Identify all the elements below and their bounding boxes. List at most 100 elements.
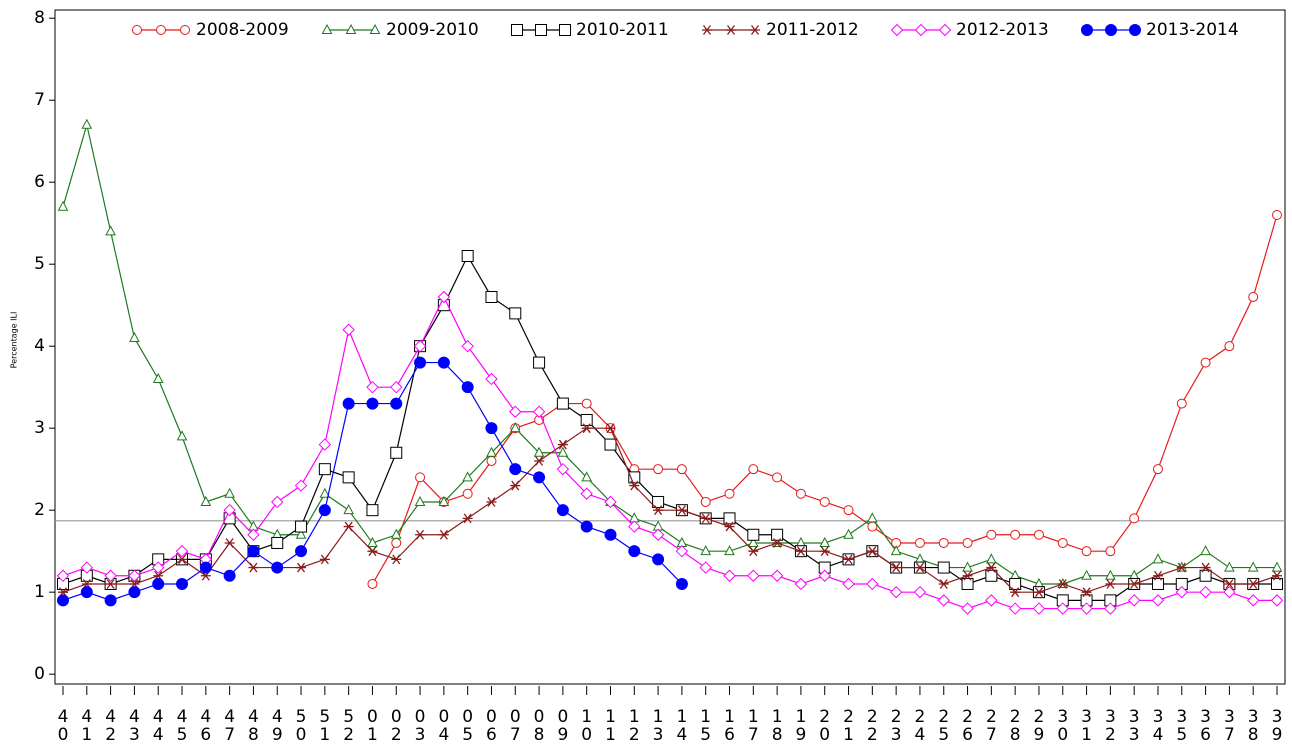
data-point — [1152, 464, 1163, 475]
legend-marker — [890, 23, 904, 37]
data-point — [271, 561, 284, 574]
data-point — [1080, 602, 1093, 615]
data-point — [367, 546, 378, 557]
legend-marker — [180, 25, 190, 35]
data-point — [509, 307, 522, 320]
data-point — [747, 536, 759, 547]
data-point — [581, 398, 592, 409]
y-tick-label: 2 — [34, 500, 45, 520]
data-point — [534, 456, 545, 466]
legend-marker — [321, 23, 333, 34]
data-point — [890, 545, 902, 556]
data-point — [486, 446, 497, 457]
data-point — [390, 397, 403, 410]
data-point — [390, 380, 403, 394]
data-point — [1152, 553, 1164, 564]
data-point — [414, 356, 427, 369]
y-axis-label: Percentage ILI — [10, 312, 19, 369]
data-point — [580, 413, 593, 426]
legend-marker — [1081, 24, 1093, 36]
data-point — [223, 569, 236, 582]
data-point — [1224, 341, 1235, 352]
data-point — [415, 472, 426, 483]
legend-marker — [559, 24, 571, 36]
data-point — [391, 554, 402, 565]
data-point — [961, 577, 974, 590]
data-point — [653, 505, 664, 516]
data-point — [962, 561, 973, 572]
legend-label: 2012-2013 — [956, 20, 1049, 40]
data-point — [795, 546, 806, 557]
data-point — [128, 569, 141, 582]
data-point — [176, 577, 189, 590]
data-point — [772, 538, 783, 548]
data-point — [1057, 579, 1068, 589]
data-point — [342, 323, 355, 336]
legend-marker — [345, 23, 357, 34]
data-point — [223, 503, 236, 517]
data-point — [296, 562, 307, 573]
legend-marker — [726, 25, 736, 35]
data-point — [676, 464, 687, 475]
data-point — [1009, 577, 1022, 590]
data-point — [1223, 585, 1236, 599]
data-point — [1200, 357, 1211, 368]
data-point — [605, 423, 616, 434]
data-point — [461, 381, 474, 394]
legend-marker — [132, 25, 142, 35]
legend-label: 2010-2011 — [576, 20, 669, 40]
data-point — [1272, 209, 1282, 220]
y-tick-label: 1 — [34, 582, 45, 602]
legend-label: 2008-2009 — [196, 20, 289, 40]
data-point — [57, 200, 69, 211]
data-point — [1033, 529, 1044, 540]
data-point — [962, 537, 973, 548]
data-point — [938, 579, 949, 589]
data-point — [1248, 291, 1259, 302]
data-point — [724, 521, 735, 532]
y-tick-label: 6 — [34, 172, 45, 192]
data-point — [1271, 561, 1283, 572]
data-point — [366, 397, 379, 410]
data-point — [580, 520, 593, 533]
data-point — [390, 528, 402, 539]
data-point — [1127, 594, 1141, 607]
series-line — [371, 214, 1278, 585]
data-point — [485, 290, 498, 303]
data-point — [367, 578, 378, 589]
data-point — [723, 512, 736, 525]
data-point — [415, 529, 426, 540]
data-point — [271, 536, 284, 549]
data-point — [1248, 579, 1259, 589]
legend-marker — [535, 24, 547, 36]
data-point — [1152, 570, 1163, 581]
data-point — [437, 356, 450, 369]
data-point — [366, 380, 379, 394]
data-point — [653, 464, 664, 475]
data-point — [1199, 569, 1212, 582]
data-point — [462, 513, 473, 524]
data-point — [485, 422, 498, 435]
data-point — [224, 538, 235, 548]
legend-marker — [750, 25, 760, 35]
data-point — [1081, 546, 1092, 557]
legend-marker — [914, 23, 928, 37]
